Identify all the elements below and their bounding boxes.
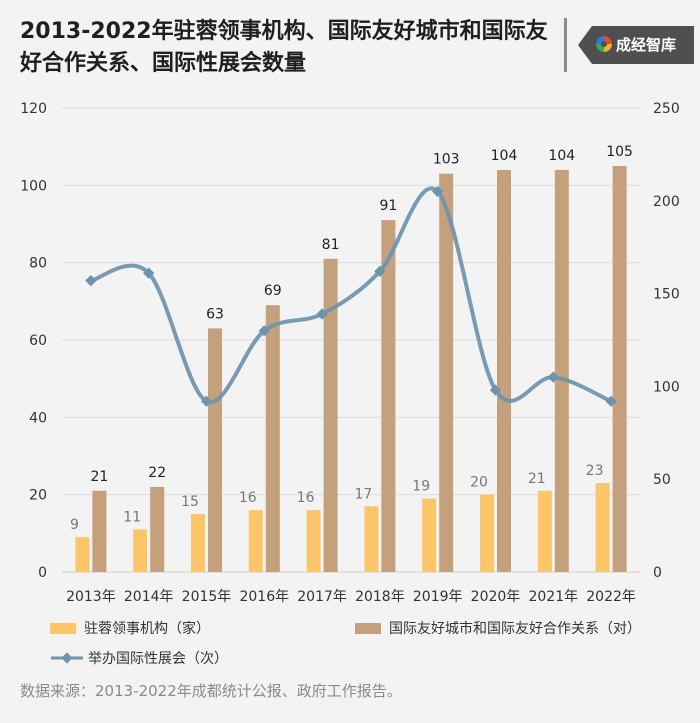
y-right-tick-label: 50 <box>653 472 671 488</box>
chevron-decoration-icon <box>564 18 595 72</box>
point-exhibitions <box>489 384 502 396</box>
bar-consulates <box>595 483 610 572</box>
point-exhibitions <box>85 274 97 287</box>
data-label-cities: 81 <box>322 237 340 253</box>
y-right-tick-label: 0 <box>653 565 662 581</box>
y-left-tick-label: 80 <box>29 256 47 272</box>
data-label-cities: 22 <box>148 465 166 481</box>
line-exhibitions <box>88 186 614 405</box>
bar-cities <box>92 490 107 572</box>
bar-consulates <box>75 537 90 572</box>
data-label-cities: 105 <box>606 144 633 160</box>
brand-mark-icon <box>596 36 612 52</box>
y-left-tick-label: 60 <box>29 333 47 349</box>
data-label-consulates: 17 <box>354 486 372 502</box>
legend-swatch-cities <box>355 622 381 634</box>
x-tick-label: 2016年 <box>239 589 289 605</box>
point-exhibitions <box>605 395 617 407</box>
legend-item-exhibitions: 举办国际性展会（次） <box>50 648 228 668</box>
data-label-cities: 104 <box>548 148 575 164</box>
bar-cities <box>150 486 165 572</box>
bar-cities <box>265 305 280 572</box>
bar-consulates <box>480 494 494 572</box>
x-tick-label: 2013年 <box>66 589 116 605</box>
data-label-cities: 104 <box>491 148 518 164</box>
data-label-consulates: 20 <box>470 475 488 491</box>
legend-swatch-exhibitions <box>51 652 83 664</box>
data-label-cities: 69 <box>264 283 282 299</box>
bar-cities <box>497 169 511 572</box>
point-exhibitions <box>258 325 270 337</box>
y-left-tick-label: 120 <box>20 101 47 117</box>
legend-swatch-consulates <box>50 622 76 634</box>
legend-label-cities: 国际友好城市和国际友好合作关系（对） <box>389 621 641 637</box>
data-label-cities: 63 <box>206 306 224 322</box>
x-tick-label: 2022年 <box>586 589 636 605</box>
y-right-tick-label: 150 <box>653 287 680 303</box>
y-left-tick-label: 100 <box>20 178 47 194</box>
brand-name: 成经智库 <box>616 36 677 54</box>
data-label-consulates: 23 <box>586 463 604 479</box>
x-tick-label: 2015年 <box>182 589 232 605</box>
point-exhibitions <box>200 395 213 407</box>
brand-logo: 成经智库 <box>560 14 694 76</box>
bar-consulates <box>364 506 379 572</box>
bar-cities <box>554 169 569 572</box>
data-label-consulates: 9 <box>70 517 79 533</box>
y-left-tick-label: 0 <box>38 565 47 581</box>
bar-consulates <box>537 490 552 572</box>
legend-label-exhibitions: 举办国际性展会（次） <box>88 651 228 667</box>
x-tick-label: 2018年 <box>355 589 405 605</box>
bar-consulates <box>248 510 263 572</box>
x-tick-label: 2017年 <box>297 589 347 605</box>
x-tick-label: 2020年 <box>471 589 521 605</box>
data-label-consulates: 11 <box>123 509 141 525</box>
y-right-tick-label: 250 <box>653 101 680 117</box>
data-label-consulates: 16 <box>239 490 257 506</box>
point-exhibitions <box>374 265 386 277</box>
point-exhibitions <box>432 185 444 198</box>
data-label-cities: 103 <box>433 152 460 168</box>
chart-title: 2013-2022年驻蓉领事机构、国际友好城市和国际友好合作关系、国际性展会数量 <box>20 19 548 76</box>
data-label-cities: 91 <box>379 198 397 214</box>
data-label-consulates: 19 <box>412 479 430 495</box>
point-exhibitions <box>547 371 559 383</box>
data-label-cities: 21 <box>90 469 108 485</box>
bar-cities <box>208 328 222 572</box>
bar-consulates <box>422 498 437 572</box>
data-label-consulates: 16 <box>297 490 315 506</box>
legend-item-consulates: 驻蓉领事机构（家） <box>50 618 210 638</box>
bar-consulates <box>306 510 321 572</box>
y-left-tick-label: 20 <box>29 488 47 504</box>
point-exhibitions <box>316 308 328 320</box>
x-tick-label: 2021年 <box>528 589 578 605</box>
y-right-tick-label: 100 <box>653 379 680 395</box>
x-tick-label: 2019年 <box>413 589 463 605</box>
point-exhibitions <box>143 267 155 279</box>
data-label-consulates: 15 <box>181 494 199 510</box>
bar-cities <box>612 166 627 572</box>
bar-consulates <box>191 514 205 572</box>
bar-consulates <box>133 529 148 572</box>
data-source-note: 数据来源：2013-2022年成都统计公报、政府工作报告。 <box>20 682 402 700</box>
legend-item-cities: 国际友好城市和国际友好合作关系（对） <box>355 618 641 638</box>
data-label-consulates: 21 <box>528 471 546 487</box>
bar-cities <box>439 173 454 572</box>
bar-cities <box>323 258 338 572</box>
x-tick-label: 2014年 <box>124 589 174 605</box>
legend-label-consulates: 驻蓉领事机构（家） <box>84 621 210 637</box>
y-right-tick-label: 200 <box>653 194 680 210</box>
y-left-tick-label: 40 <box>29 410 47 426</box>
bar-cities <box>381 220 396 572</box>
